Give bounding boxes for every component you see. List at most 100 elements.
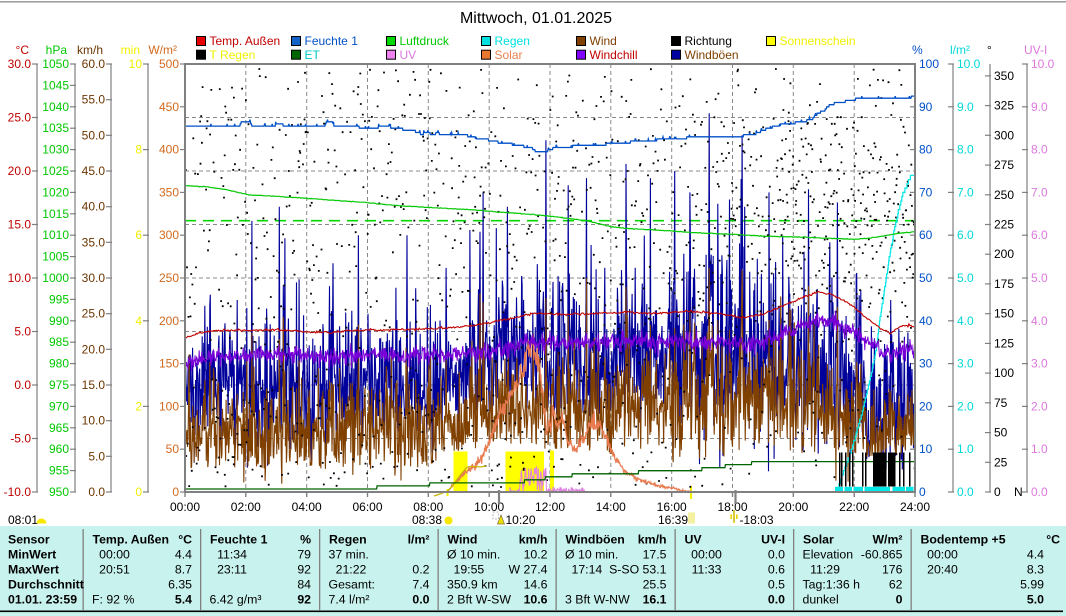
svg-text:1040: 1040 [42, 100, 69, 114]
svg-text:°: ° [987, 43, 992, 57]
svg-text:30: 30 [919, 357, 933, 371]
svg-text:10.0: 10.0 [8, 271, 32, 285]
svg-text:6: 6 [135, 228, 142, 242]
svg-text:5.0: 5.0 [1031, 271, 1048, 285]
svg-text:10.2: 10.2 [524, 548, 548, 562]
svg-text:975: 975 [49, 378, 69, 392]
svg-text:20: 20 [919, 399, 933, 413]
svg-text:176: 176 [882, 563, 903, 577]
svg-text:0.0: 0.0 [768, 593, 785, 607]
svg-text:4: 4 [135, 314, 142, 328]
svg-text:7.4: 7.4 [412, 578, 429, 592]
svg-text:150: 150 [159, 357, 179, 371]
svg-text:80: 80 [919, 143, 933, 157]
svg-text:92: 92 [297, 563, 311, 577]
svg-text:1000: 1000 [42, 271, 69, 285]
svg-text:Mittwoch, 01.01.2025: Mittwoch, 01.01.2025 [460, 10, 612, 27]
svg-text:84: 84 [297, 578, 311, 592]
svg-text:20:40: 20:40 [927, 563, 958, 577]
svg-text:3.0: 3.0 [957, 357, 974, 371]
svg-text:Windchill: Windchill [590, 48, 638, 62]
svg-text:Luftdruck: Luftdruck [400, 34, 450, 48]
svg-text:-60.865: -60.865 [861, 548, 903, 562]
svg-text:175: 175 [994, 277, 1014, 291]
svg-text:Elevation: Elevation [803, 548, 854, 562]
svg-text:0: 0 [994, 485, 1001, 499]
svg-text:MinWert: MinWert [8, 548, 56, 562]
svg-text:10:20: 10:20 [506, 513, 536, 527]
svg-text:100: 100 [919, 57, 939, 71]
svg-text:1050: 1050 [42, 57, 69, 71]
svg-text:150: 150 [994, 307, 1014, 321]
svg-text:60: 60 [919, 228, 933, 242]
svg-text:11:29: 11:29 [810, 563, 840, 577]
svg-text:25.0: 25.0 [8, 111, 32, 125]
svg-text:8: 8 [135, 143, 142, 157]
svg-text:00:00: 00:00 [927, 548, 958, 562]
svg-text:0.2: 0.2 [412, 563, 429, 577]
svg-text:125: 125 [994, 336, 1014, 350]
svg-text:75: 75 [994, 396, 1008, 410]
svg-text:40.0: 40.0 [82, 200, 106, 214]
svg-text:Windböen: Windböen [685, 48, 739, 62]
svg-text:0: 0 [172, 485, 179, 499]
svg-text:10: 10 [129, 57, 143, 71]
svg-text:UV: UV [400, 48, 417, 62]
svg-text:965: 965 [49, 421, 69, 435]
svg-text:km/h: km/h [638, 533, 667, 547]
svg-text:400: 400 [159, 143, 179, 157]
svg-text:25.0: 25.0 [82, 307, 106, 321]
svg-text:250: 250 [994, 188, 1014, 202]
svg-text:T Regen: T Regen [210, 48, 256, 62]
svg-text:%: % [912, 43, 923, 57]
svg-text:25.5: 25.5 [643, 578, 667, 592]
svg-text:6.0: 6.0 [1031, 228, 1048, 242]
svg-text:0.0: 0.0 [957, 485, 974, 499]
svg-text:100: 100 [994, 366, 1014, 380]
svg-text:955: 955 [49, 464, 69, 478]
svg-text:275: 275 [994, 158, 1014, 172]
svg-text:Windböen: Windböen [566, 533, 625, 547]
svg-text:10.6: 10.6 [524, 593, 548, 607]
svg-text:min: min [121, 43, 140, 57]
svg-text:225: 225 [994, 218, 1014, 232]
svg-text:20:00: 20:00 [778, 500, 808, 514]
svg-text:995: 995 [49, 292, 69, 306]
svg-text:5.0: 5.0 [957, 271, 974, 285]
svg-text:20.0: 20.0 [8, 164, 32, 178]
svg-text:4.4: 4.4 [175, 548, 192, 562]
svg-text:-5.0: -5.0 [10, 432, 31, 446]
svg-text:ET: ET [305, 48, 321, 62]
svg-text:km/h: km/h [77, 43, 103, 57]
svg-text:200: 200 [159, 314, 179, 328]
svg-text:1025: 1025 [42, 164, 69, 178]
svg-text:500: 500 [159, 57, 179, 71]
svg-text:Sonnenschein: Sonnenschein [780, 34, 856, 48]
svg-text:6.0: 6.0 [957, 228, 974, 242]
svg-text:Tag:1:36 h: Tag:1:36 h [803, 578, 861, 592]
svg-text:1020: 1020 [42, 185, 69, 199]
svg-text:5.0: 5.0 [14, 325, 31, 339]
svg-text:0.6: 0.6 [768, 563, 785, 577]
svg-text:30.0: 30.0 [82, 271, 106, 285]
svg-text:0: 0 [896, 593, 903, 607]
svg-text:W 27.4: W 27.4 [509, 563, 548, 577]
svg-text:0.0: 0.0 [412, 593, 429, 607]
svg-text:325: 325 [994, 99, 1014, 113]
svg-text:Solar: Solar [803, 533, 834, 547]
svg-text:2: 2 [135, 399, 142, 413]
svg-text:Sensor: Sensor [8, 533, 50, 547]
svg-text:UV-I: UV-I [1024, 43, 1047, 57]
svg-text:22:00: 22:00 [839, 500, 869, 514]
svg-text:9.0: 9.0 [1031, 100, 1048, 114]
svg-text:1.0: 1.0 [957, 442, 974, 456]
svg-text:W/m²: W/m² [148, 43, 177, 57]
svg-text:50: 50 [919, 271, 933, 285]
svg-text:0.0: 0.0 [768, 548, 785, 562]
svg-text:02:00: 02:00 [231, 500, 261, 514]
svg-text:250: 250 [159, 271, 179, 285]
svg-text:04:00: 04:00 [292, 500, 322, 514]
svg-text:16:39: 16:39 [658, 513, 688, 527]
svg-text:11:34: 11:34 [217, 548, 247, 562]
svg-text:17:14: 17:14 [572, 563, 603, 577]
